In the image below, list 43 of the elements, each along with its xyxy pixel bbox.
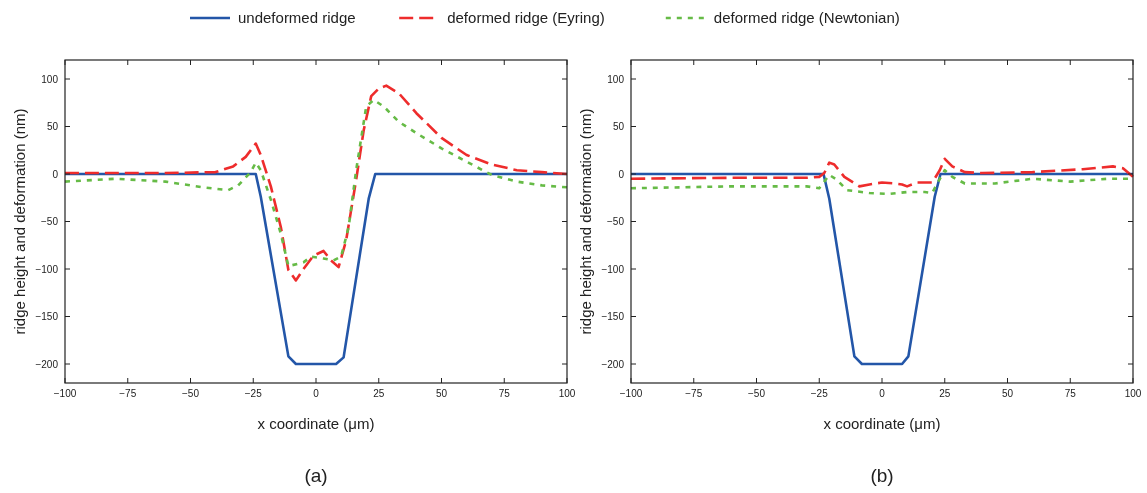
- x-axis-title: x coordinate (μm): [823, 415, 941, 432]
- y-tick-label: −100: [601, 263, 625, 275]
- y-tick-label: 50: [612, 121, 625, 132]
- y-tick-label: 100: [607, 73, 625, 85]
- y-tick-label: 100: [41, 73, 59, 85]
- x-tick-label: 0: [879, 388, 886, 399]
- x-tick-label: 75: [498, 388, 511, 399]
- x-tick-label: 25: [373, 388, 385, 399]
- y-tick-label: −100: [35, 263, 59, 275]
- y-axis-title: ridge height and deformation (nm): [11, 108, 28, 335]
- y-tick-label: −150: [601, 311, 625, 322]
- y-tick-label: −200: [601, 358, 625, 370]
- x-tick-label: −75: [685, 388, 703, 399]
- y-tick-label: 50: [46, 121, 59, 132]
- y-tick-label: 0: [52, 168, 59, 180]
- y-tick-label: 0: [618, 168, 625, 180]
- x-tick-label: 50: [1001, 388, 1014, 399]
- x-tick-label: 50: [435, 388, 448, 399]
- x-tick-label: 25: [939, 388, 951, 399]
- y-axis-title: ridge height and deformation (nm): [577, 108, 594, 335]
- legend-label: deformed ridge (Eyring): [447, 9, 605, 26]
- x-tick-label: 100: [558, 388, 576, 399]
- y-tick-label: −150: [35, 311, 59, 322]
- x-tick-label: −50: [748, 388, 766, 399]
- line-series: [629, 157, 1135, 188]
- x-tick-label: −75: [119, 388, 137, 399]
- x-tick-label: 75: [1064, 388, 1077, 399]
- x-tick-label: 0: [313, 388, 320, 399]
- y-tick-label: −50: [607, 216, 625, 227]
- x-tick-label: 100: [1124, 388, 1142, 399]
- x-axis-title: x coordinate (μm): [257, 415, 375, 432]
- text: (b): [870, 465, 894, 486]
- legend-label: undeformed ridge: [238, 9, 356, 26]
- legend-label: deformed ridge (Newtonian): [713, 9, 900, 26]
- line-series: [629, 168, 1130, 196]
- y-tick-label: −200: [35, 358, 59, 370]
- x-tick-label: −25: [810, 388, 829, 399]
- x-tick-label: −100: [619, 388, 643, 399]
- x-tick-label: −25: [244, 388, 263, 399]
- y-tick-label: −50: [41, 216, 59, 227]
- text: (a): [304, 465, 328, 486]
- x-tick-label: −100: [53, 388, 77, 399]
- x-tick-label: −50: [182, 388, 200, 399]
